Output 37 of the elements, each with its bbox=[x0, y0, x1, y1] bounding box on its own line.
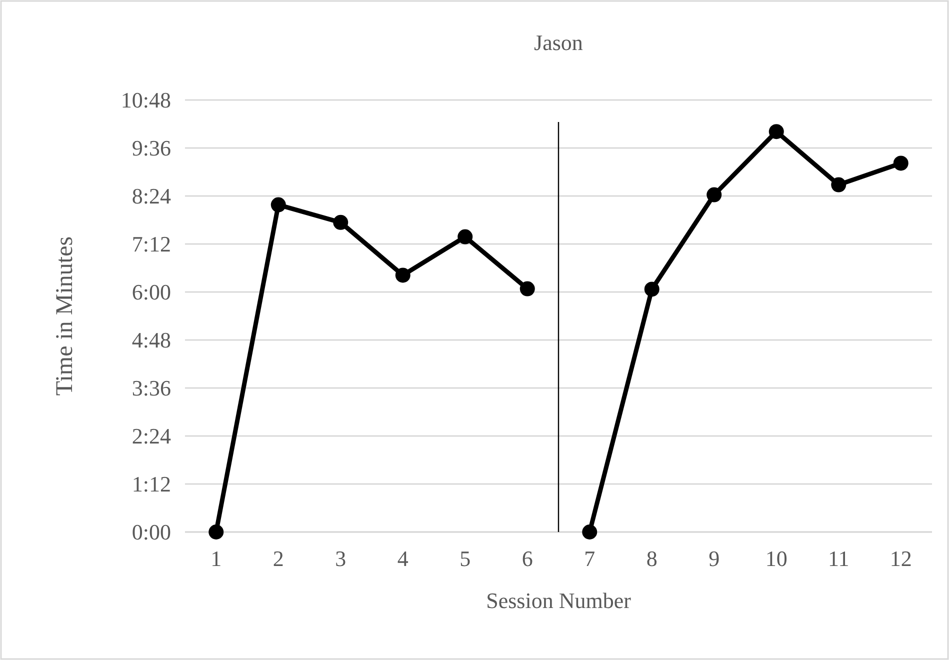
point bbox=[458, 229, 473, 244]
x-axis-title: Session Number bbox=[486, 588, 632, 613]
x-tick-label: 9 bbox=[708, 546, 720, 571]
x-tick-label: 6 bbox=[522, 546, 533, 571]
point bbox=[706, 187, 722, 202]
x-tick-label: 2 bbox=[272, 546, 284, 571]
x-tick-label: 12 bbox=[890, 546, 912, 571]
y-tick-label: 3:36 bbox=[132, 376, 171, 401]
x-tick-label: 8 bbox=[646, 546, 658, 571]
x-tick-label: 1 bbox=[210, 546, 222, 571]
y-tick-label: 1:12 bbox=[132, 472, 171, 497]
y-tick-label: 8:24 bbox=[132, 184, 171, 209]
y-tick-label: 6:00 bbox=[132, 280, 171, 305]
x-tick-label: 4 bbox=[397, 546, 408, 571]
point bbox=[768, 124, 784, 140]
point bbox=[520, 281, 535, 296]
x-tick-label: 3 bbox=[335, 546, 346, 571]
y-tick-label: 0:00 bbox=[132, 520, 171, 545]
x-tick-label: 7 bbox=[584, 546, 596, 571]
y-tick-label: 2:24 bbox=[132, 424, 171, 449]
point bbox=[208, 524, 224, 540]
point bbox=[582, 524, 598, 540]
y-tick-label: 7:12 bbox=[132, 232, 171, 257]
point bbox=[270, 197, 286, 212]
chart-title: Jason bbox=[534, 30, 583, 55]
x-tick-label: 5 bbox=[460, 546, 471, 571]
point bbox=[893, 156, 908, 171]
point bbox=[644, 282, 660, 297]
y-axis-title: Time in Minutes bbox=[52, 236, 78, 396]
point bbox=[395, 268, 410, 283]
point bbox=[333, 214, 348, 230]
x-tick-label: 11 bbox=[828, 546, 850, 571]
y-tick-label: 9:36 bbox=[132, 136, 171, 161]
y-tick-label: 4:48 bbox=[132, 328, 171, 353]
y-tick-label: 10:48 bbox=[120, 88, 171, 113]
point bbox=[831, 177, 846, 192]
x-tick-label: 10 bbox=[765, 546, 788, 571]
